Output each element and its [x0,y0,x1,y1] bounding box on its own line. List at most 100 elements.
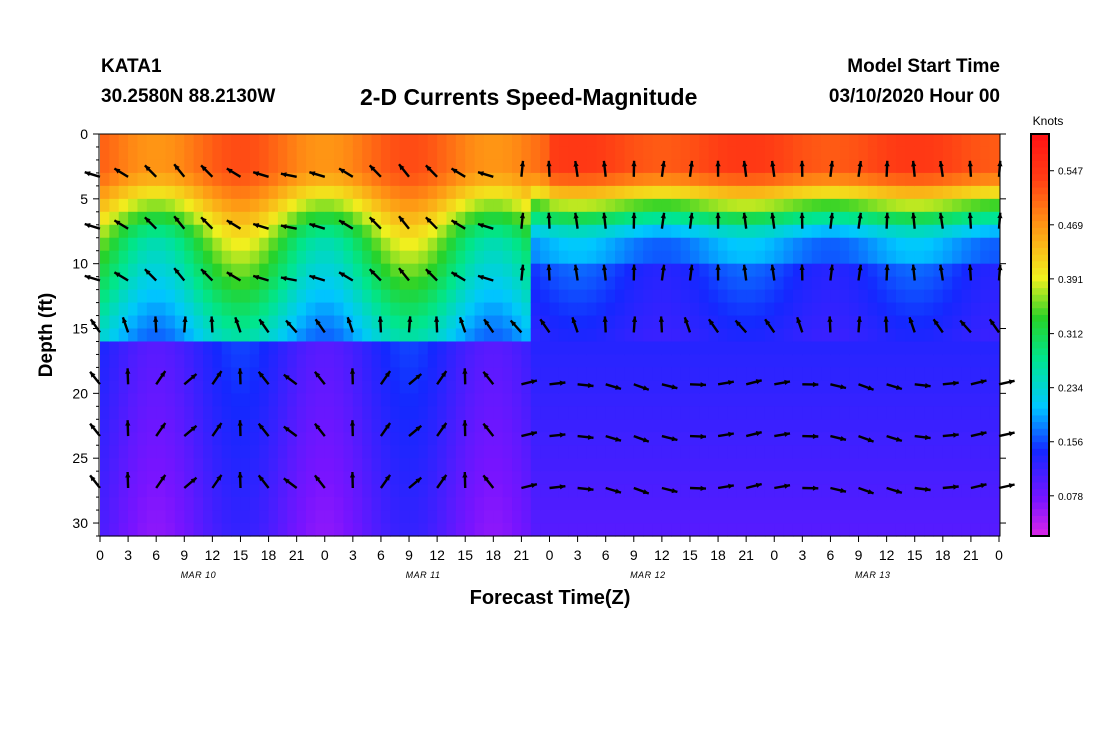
heat-cell [362,432,373,446]
current-vector [577,382,594,388]
heat-cell [633,185,644,200]
heat-cell [970,432,981,446]
heat-cell [502,224,513,239]
current-vector [519,212,525,229]
heat-cell [156,263,167,278]
current-vector [283,477,298,489]
heat-cell [483,224,494,239]
heat-cell [624,276,635,291]
heat-cell [568,289,579,304]
heat-cell [952,484,963,498]
heat-cell [568,406,579,420]
heat-cell [577,289,588,304]
heat-cell [689,198,700,213]
heat-cell [652,276,663,291]
current-vector [183,424,198,438]
heat-cell [746,367,757,381]
heat-cell [259,393,270,407]
heat-cell [446,211,457,226]
heat-cell [390,134,401,148]
heat-cell [221,458,232,472]
heat-cell [380,224,391,239]
vector-head [114,272,121,278]
heat-cell [249,471,260,485]
heat-cell [306,458,316,472]
heat-cell [287,354,298,369]
heat-cell [549,419,560,433]
heat-cell [924,276,935,291]
vector-head [349,472,356,478]
heat-cell [287,237,298,252]
heat-cell [128,302,139,317]
heat-cell [718,250,729,265]
heat-cell [109,237,120,252]
heat-cell [530,380,541,394]
heat-cell [352,237,363,252]
heat-cell [240,367,251,381]
vector-head [349,368,356,374]
heat-cell [165,432,176,446]
vector-head [884,264,890,271]
heat-cell [100,458,110,472]
heat-cell [605,276,616,291]
heat-cell [558,263,569,278]
heat-cell [540,354,551,369]
heat-cell [933,367,944,381]
heat-cell [615,159,626,174]
vector-head [660,264,666,271]
heat-cell [521,393,532,407]
heat-cell [231,289,242,304]
heat-cell [352,484,363,498]
heat-cell [877,302,888,317]
heat-cell [877,134,888,148]
heat-cell [755,315,766,330]
heat-cell [352,224,363,239]
heat-cell [792,328,803,343]
heat-cell [530,159,541,174]
heat-cell [774,134,785,148]
heat-cell [905,445,916,459]
heat-cell [521,367,532,381]
heat-cell [671,237,682,252]
heat-cell [718,237,729,252]
vector-head [384,474,391,481]
heat-cell [399,471,410,485]
heat-cell [193,419,204,433]
heat-cell [474,250,485,265]
heat-cell [858,406,869,420]
heat-cell [914,484,925,498]
heat-cell [380,276,391,291]
vector-head [708,319,715,326]
heat-cell [718,432,729,446]
heat-cell [952,432,963,446]
vector-head [980,431,987,437]
heat-cell [231,406,242,420]
heat-cell [268,432,279,446]
heat-cell [877,445,888,459]
heat-cell [343,380,354,394]
heat-cell [287,224,298,239]
vector-head [441,371,447,378]
heat-cell [980,276,991,291]
heat-cell [643,354,654,369]
current-vector [200,164,214,178]
current-vector [715,160,721,177]
heat-cell [652,198,663,213]
heat-cell [671,328,682,343]
heat-cell [961,185,972,200]
heat-cell [390,224,401,239]
heat-cell [380,289,391,304]
heat-cell [371,289,382,304]
station-coordinates: 30.2580N 88.2130W [101,86,276,107]
current-vector [802,381,819,388]
heat-cell [718,354,729,369]
heat-cell [708,211,719,226]
heat-cell [315,510,326,524]
heat-cell [100,341,110,356]
heat-cell [821,458,832,472]
heat-cell [493,432,504,446]
heat-cell [989,380,1000,394]
heat-cell [867,276,878,291]
heat-cell [502,497,513,511]
heat-cell [970,302,981,317]
